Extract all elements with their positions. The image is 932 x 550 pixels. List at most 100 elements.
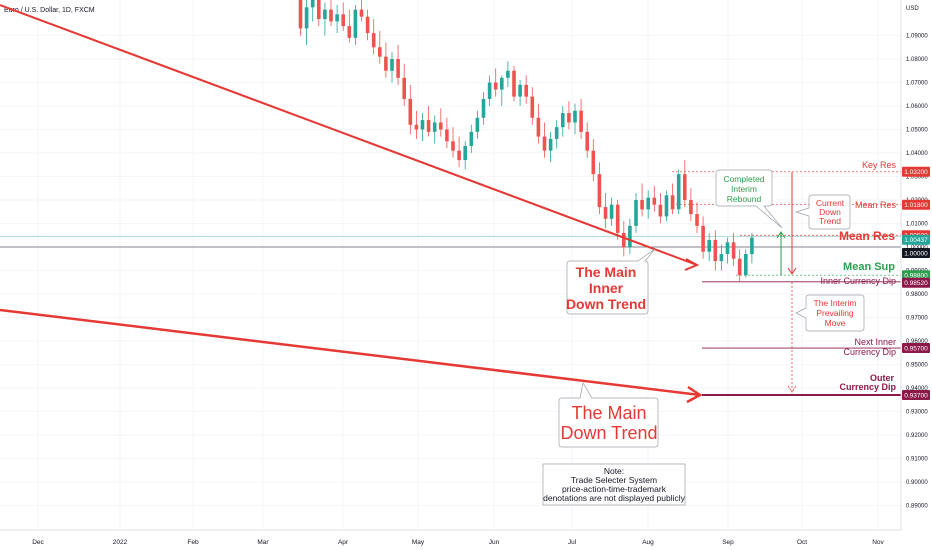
main-trend-line-2: Down Trend [560,423,657,443]
currency-label: USD [906,6,919,12]
candle-body [481,98,486,118]
chart-grid [0,0,901,530]
interim-line-1: The Interim [814,298,857,308]
price-badge [902,199,930,210]
completed-interim-rebound-callout: Completed Interim Rebound [715,169,783,229]
inner-trend-arrowhead [684,258,700,271]
candle-body [420,120,425,130]
mean-sup-label: Mean Sup [843,261,895,273]
candle-body [719,254,724,262]
inner-currency-dip-label: Inner Currency Dip [820,276,896,286]
candle-body [445,129,449,142]
next-inner-dip-label-2: Currency Dip [843,347,896,357]
candle-body [408,98,413,125]
y-tick-label: 0.93000 [906,410,928,416]
candle-body [304,7,309,29]
interim-move-dotted-arrowhead [787,385,797,393]
candle-body [634,200,638,226]
interim-prevailing-move-callout: The Interim Prevailing Move [795,294,865,332]
candle-body [414,124,419,130]
candle-body [475,117,480,132]
candle-body [646,197,650,210]
price-badge [902,234,930,245]
candle-body [426,120,431,132]
y-tick-label: 0.92000 [906,433,928,439]
current-line-2: Down [819,207,841,217]
y-tick-label: 1.07000 [906,81,928,87]
candle-body [731,242,736,259]
candle-body [567,113,571,123]
y-tick-label: 1.01000 [906,222,928,228]
time-axis[interactable]: Dec 2022 Feb Mar Apr May Jun Jul Aug Sep Oct Nov [32,539,884,546]
x-tick-label: Jul [568,539,577,546]
candle-body [451,141,455,151]
candle-body [310,0,315,8]
candle-body [658,204,663,217]
price-badge [902,343,930,354]
candle-body [561,113,565,128]
candle-body [573,110,577,123]
candle-body [707,239,711,252]
y-tick-label: 0.95000 [906,363,928,369]
candle-body [432,122,437,132]
candle-body [359,9,364,17]
completed-line-3: Rebound [727,194,762,204]
candle-body [353,9,358,38]
price-badge-text: 1.03200 [904,169,928,176]
rebound-arrowhead [776,231,786,239]
candle-body [371,33,376,48]
x-tick-label: Jun [489,539,500,546]
candle-body [695,214,699,226]
candle-body [536,117,541,137]
mean-res-bold-label: Mean Res [839,229,895,243]
current-down-trend-callout: Current Down Trend [794,194,851,230]
candle-body [554,127,559,139]
current-line-1: Current [816,198,845,208]
candle-body [591,150,596,175]
y-tick-label: 0.97000 [906,316,928,322]
symbol-title: Euro / U.S. Dollar, 1D, FXCM [4,7,95,14]
main-inner-down-trend-line [0,4,698,266]
main-down-trend-line [0,308,701,397]
candle-body [725,242,730,255]
main-inner-down-trend-callout: The Main Inner Down Trend [566,248,656,315]
x-tick-label: Oct [797,539,807,546]
candle-body [493,82,498,90]
outer-dip-label-1: Outer [870,373,895,383]
candle-body [622,232,626,247]
candle-body [664,195,669,217]
current-down-trend-arrowhead [787,267,797,275]
candle-body [683,174,687,200]
x-tick-label: Nov [872,539,884,546]
candle-body [378,47,382,57]
main-down-trend-callout: The Main Down Trend [558,382,659,448]
candle-body [628,225,632,247]
price-badge-text: 0.95700 [904,345,928,352]
price-badge [902,390,930,401]
candle-body [469,131,474,146]
candle-body [585,131,589,151]
candle-body [329,9,333,22]
price-badge-text: 1.01800 [904,202,928,209]
x-tick-label: Apr [338,539,349,546]
candle-body [750,237,754,255]
candle-body [384,56,388,71]
candle-body [579,110,583,132]
mean-res-label: Mean Res [855,200,897,210]
next-inner-dip-label-1: Next Inner [854,337,896,347]
inner-trend-line-1: The Main [576,264,637,280]
candle-body [609,204,614,219]
candle-body [487,82,492,99]
candle-body [347,26,352,38]
candle-body [500,77,504,90]
candle-body [341,14,345,27]
candle-body [323,9,327,20]
y-tick-label: 0.89000 [906,504,928,510]
candle-body [530,96,535,118]
note-line-2: Trade Selecter System [571,475,657,485]
price-badge-text: 0.98800 [904,273,928,280]
x-tick-label: Mar [257,539,269,546]
candle-body [615,204,620,233]
price-badge-text: 0.98520 [904,280,928,287]
